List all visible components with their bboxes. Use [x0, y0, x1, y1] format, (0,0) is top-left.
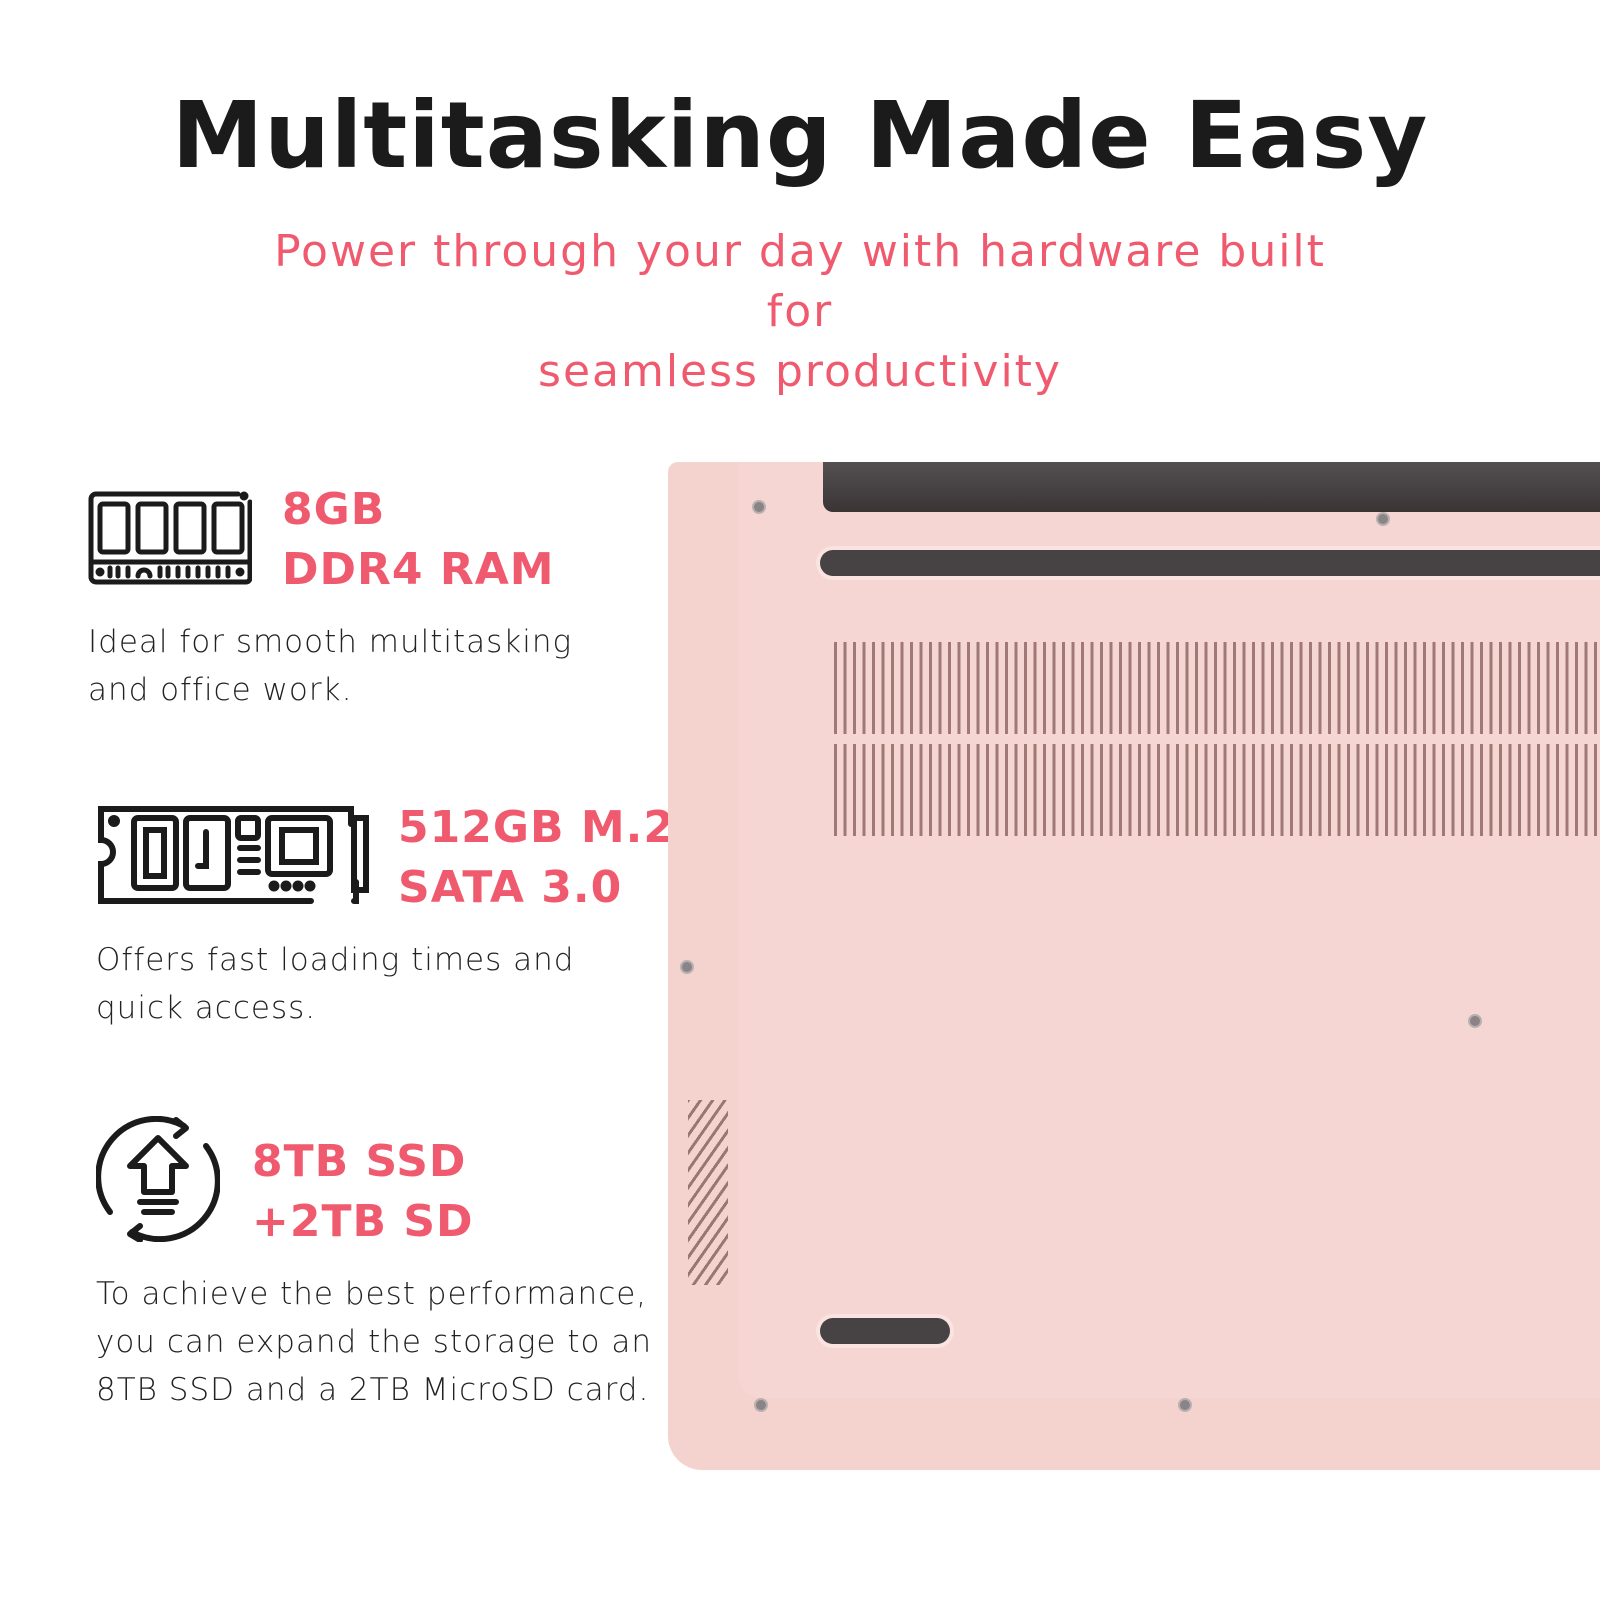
feature-desc-line: quick access.	[96, 990, 317, 1026]
screw-icon	[752, 500, 766, 514]
feature-title: 8GB DDR4 RAM	[282, 480, 555, 600]
feature-desc-line: Ideal for smooth multitasking	[88, 624, 573, 660]
page-title: Multitasking Made Easy	[171, 82, 1429, 189]
subtitle-line: seamless productivity	[538, 346, 1062, 397]
feature-title-line: SATA 3.0	[398, 862, 623, 913]
subtitle-line: Power through your day with hardware bui…	[274, 226, 1326, 337]
screw-icon	[754, 1398, 768, 1412]
laptop-bottom-panel	[738, 462, 1600, 1398]
ram-module-icon	[88, 491, 252, 585]
feature-title: 8TB SSD +2TB SD	[252, 1132, 474, 1252]
screw-icon	[1468, 1014, 1482, 1028]
feature-description: Ideal for smooth multitasking and office…	[88, 618, 572, 714]
feature-description: Offers fast loading times and quick acce…	[96, 936, 574, 1032]
laptop-hinge	[823, 462, 1600, 512]
rubber-foot-top	[820, 550, 1600, 576]
feature-title: 512GB M.2 SATA 3.0	[398, 798, 675, 918]
rubber-foot-bottom	[820, 1318, 950, 1344]
feature-title-line: 8TB SSD	[252, 1136, 467, 1187]
m2-ssd-icon	[98, 806, 369, 904]
feature-desc-line: and office work.	[88, 672, 353, 708]
feature-title-line: 8GB	[282, 484, 386, 535]
feature-desc-line: To achieve the best performance,	[96, 1276, 648, 1312]
feature-desc-line: Offers fast loading times and	[96, 942, 575, 978]
subtitle: Power through your day with hardware bui…	[250, 222, 1350, 402]
speaker-grille	[688, 1100, 728, 1285]
laptop-bottom-image	[668, 462, 1600, 1470]
screw-icon	[1178, 1398, 1192, 1412]
feature-title-line: +2TB SD	[252, 1196, 474, 1247]
vent-grille	[834, 642, 1600, 734]
screw-icon	[680, 960, 694, 974]
vent-grille	[834, 744, 1600, 836]
feature-title-line: DDR4 RAM	[282, 544, 555, 595]
feature-description: To achieve the best performance, you can…	[96, 1270, 652, 1414]
feature-title-line: 512GB M.2	[398, 802, 675, 853]
screw-icon	[1376, 512, 1390, 526]
storage-upgrade-icon	[96, 1116, 220, 1242]
feature-desc-line: 8TB SSD and a 2TB MicroSD card.	[96, 1372, 650, 1408]
feature-desc-line: you can expand the storage to an	[96, 1324, 652, 1360]
